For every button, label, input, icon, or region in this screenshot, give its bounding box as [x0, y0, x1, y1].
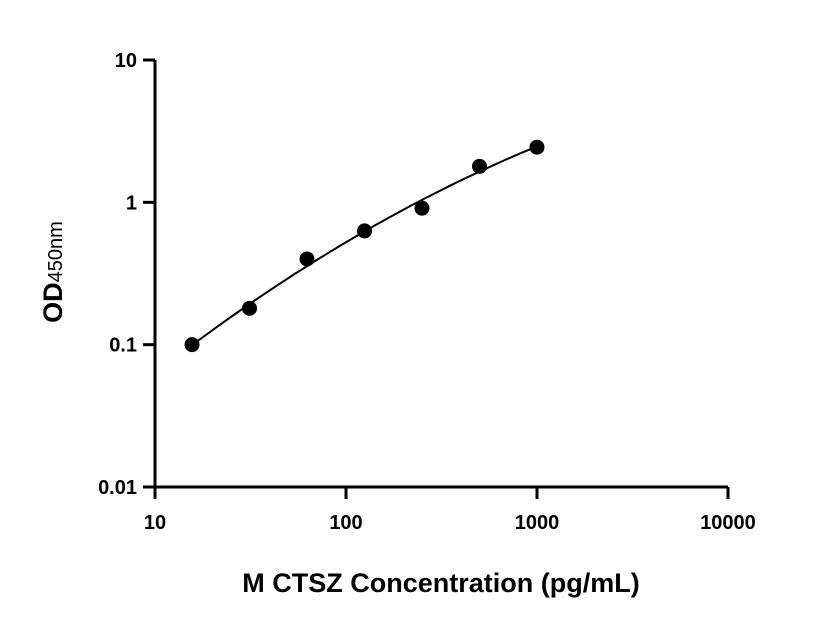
fit-curve [191, 145, 538, 346]
y-tick-label: 1 [126, 192, 137, 214]
data-point [184, 337, 200, 353]
data-point [529, 139, 545, 155]
y-tick-label: 0.01 [98, 477, 137, 499]
y-tick-label: 10 [115, 50, 137, 72]
data-point [242, 300, 258, 316]
data-point [472, 158, 488, 174]
y-axis-label-subscript: 450nm [45, 221, 67, 282]
data-point [414, 200, 430, 216]
data-point [299, 251, 315, 267]
x-axis-label: M CTSZ Concentration (pg/mL) [242, 568, 639, 598]
data-point [357, 223, 373, 239]
y-tick-label: 0.1 [109, 335, 137, 357]
x-tick-label: 10 [144, 512, 166, 534]
axes: 10 100 1000 10000 0.01 0.1 1 10 [98, 50, 756, 534]
y-axis-label: OD450nm [38, 221, 68, 323]
x-tick-label: 10000 [700, 512, 756, 534]
data-points [184, 139, 545, 353]
x-tick-label: 100 [329, 512, 362, 534]
x-tick-label: 1000 [515, 512, 560, 534]
y-axis-label-main: OD [38, 282, 68, 323]
